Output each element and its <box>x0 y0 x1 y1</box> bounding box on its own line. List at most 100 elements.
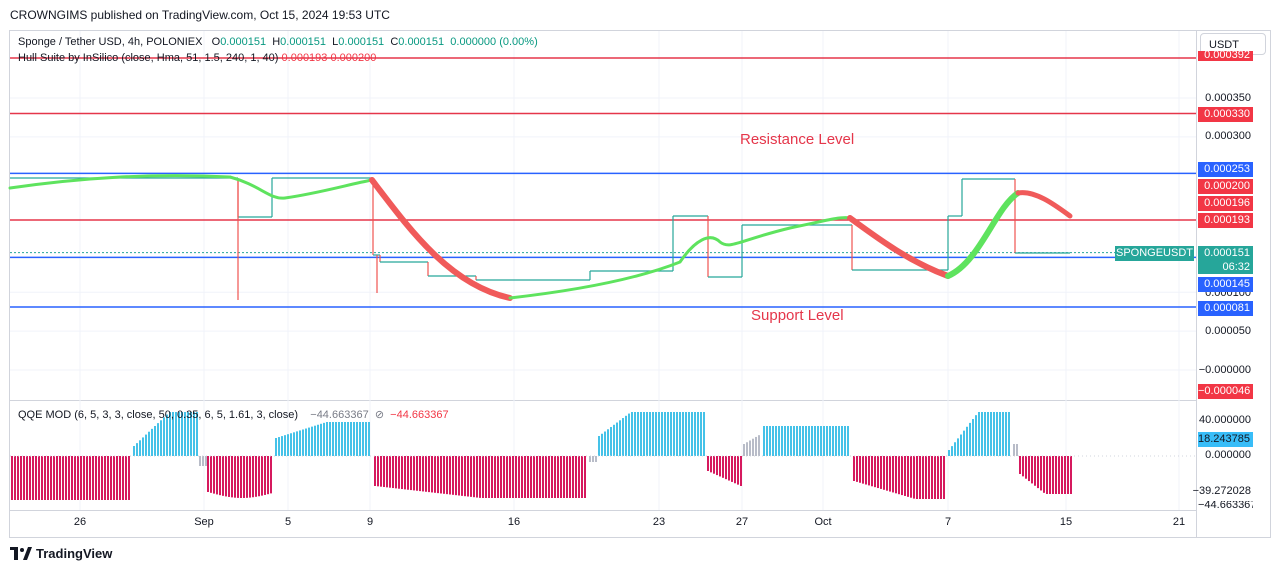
qqe-bar <box>443 456 445 494</box>
qqe-bar <box>407 456 409 490</box>
price-badge-200: 0.000200 <box>1198 179 1253 194</box>
qqe-bar <box>299 430 301 456</box>
qqe-bar <box>193 412 195 456</box>
header-bar: CROWNGIMS published on TradingView.com, … <box>0 0 1281 28</box>
qqe-bar <box>350 422 352 456</box>
qqe-bar <box>80 456 82 500</box>
qqe-bar <box>160 420 162 456</box>
qqe-bar <box>431 456 433 493</box>
high-value: 0.000151 <box>280 36 327 48</box>
qqe-bar <box>790 426 792 456</box>
qqe-legend[interactable]: QQE MOD (6, 5, 3, 3, close, 50, 0.35, 6,… <box>18 408 449 421</box>
hull-line <box>8 174 1073 301</box>
qqe-bar <box>820 426 822 456</box>
qqe-bar <box>398 456 400 489</box>
qqe-bar <box>595 456 597 462</box>
open-value: 0.000151 <box>220 36 267 48</box>
qqe-bar <box>957 438 959 456</box>
hull-legend[interactable]: Hull Suite by InSilico (close, Hma, 51, … <box>18 52 376 64</box>
qqe-bar <box>1022 456 1024 477</box>
qqe-bar <box>199 456 201 466</box>
price-badge-196: 0.000196 <box>1198 196 1253 211</box>
qqe-bar <box>984 412 986 456</box>
qqe-bar <box>999 412 1001 456</box>
qqe-bar <box>104 456 106 500</box>
qqe-bar <box>637 412 639 456</box>
qqe-bar <box>871 456 873 487</box>
qqe-bar <box>910 456 912 498</box>
qqe-bar <box>95 456 97 500</box>
qqe-bar <box>464 456 466 497</box>
qqe-bar <box>404 456 406 490</box>
qqe-bar <box>359 422 361 456</box>
qqe-bar <box>434 456 436 493</box>
qqe-bar <box>389 456 391 488</box>
qqe-bar <box>524 456 526 498</box>
qqe-bar <box>763 426 765 456</box>
qqe-bar <box>437 456 439 494</box>
qqe-bar <box>940 456 942 499</box>
chart-frame <box>9 30 1271 538</box>
qqe-name: QQE MOD (6, 5, 3, 3, close, 50, 0.35, 6,… <box>18 409 299 421</box>
qqe-bar <box>521 456 523 498</box>
qqe-bar <box>23 456 25 500</box>
qqe-bar <box>386 456 388 488</box>
qqe-bar <box>1005 412 1007 456</box>
qqe-bar <box>966 426 968 456</box>
qqe-bar <box>219 456 221 496</box>
qqe-bar <box>410 456 412 491</box>
qqe-bar <box>589 456 591 462</box>
qqe-bar <box>578 456 580 498</box>
qqe-bar <box>65 456 67 500</box>
qqe-bar <box>68 456 70 500</box>
qqe-bar <box>676 412 678 456</box>
qqe-bar <box>664 412 666 456</box>
qqe-bar <box>32 456 34 500</box>
qqe-bar <box>139 440 141 456</box>
qqe-bar <box>344 422 346 456</box>
qqe-bar <box>746 442 748 456</box>
qqe-bar <box>743 444 745 456</box>
qqe-bar <box>500 456 502 498</box>
qqe-bar <box>216 456 218 495</box>
support-annotation: Support Level <box>751 307 844 324</box>
qqe-bar <box>113 456 115 500</box>
time-tick: Sep <box>194 516 214 528</box>
qqe-bar <box>17 456 19 500</box>
qqe-bar <box>440 456 442 494</box>
qqe-bar <box>740 456 742 486</box>
hull-band <box>945 190 1021 279</box>
hull-value-1: 0.000193 <box>281 52 328 64</box>
hull-band <box>508 216 852 300</box>
qqe-bar <box>190 412 192 456</box>
qqe-bar <box>829 426 831 456</box>
qqe-bar <box>755 436 757 456</box>
qqe-bar <box>92 456 94 500</box>
pane-divider[interactable] <box>10 400 1196 401</box>
main-legend[interactable]: Sponge / Tether USD, 4h, POLONIEX O0.000… <box>18 36 538 48</box>
qqe-tick: −39.272028 <box>1192 485 1251 497</box>
footer[interactable]: TradingView <box>10 546 112 561</box>
qqe-bar <box>74 456 76 500</box>
qqe-bar <box>901 456 903 496</box>
qqe-bar <box>703 412 705 456</box>
price-badge-top: 0.000392 <box>1198 51 1253 61</box>
qqe-bar <box>332 422 334 456</box>
symbol-tag: SPONGEUSDT <box>1115 246 1194 261</box>
qqe-bar <box>1013 444 1015 456</box>
qqe-bar <box>673 412 675 456</box>
qqe-bar <box>584 456 586 498</box>
eye-off-icon[interactable]: ⊘ <box>374 409 385 421</box>
qqe-bar <box>1008 412 1010 456</box>
qqe-bar <box>338 422 340 456</box>
qqe-bar <box>1064 456 1066 494</box>
price-badge-330: 0.000330 <box>1198 107 1253 122</box>
qqe-bar <box>122 456 124 500</box>
qqe-bar <box>107 456 109 500</box>
qqe-bar <box>455 456 457 496</box>
qqe-bar <box>769 426 771 456</box>
qqe-bar <box>422 456 424 492</box>
qqe-bar <box>1002 412 1004 456</box>
qqe-bar <box>290 433 292 456</box>
